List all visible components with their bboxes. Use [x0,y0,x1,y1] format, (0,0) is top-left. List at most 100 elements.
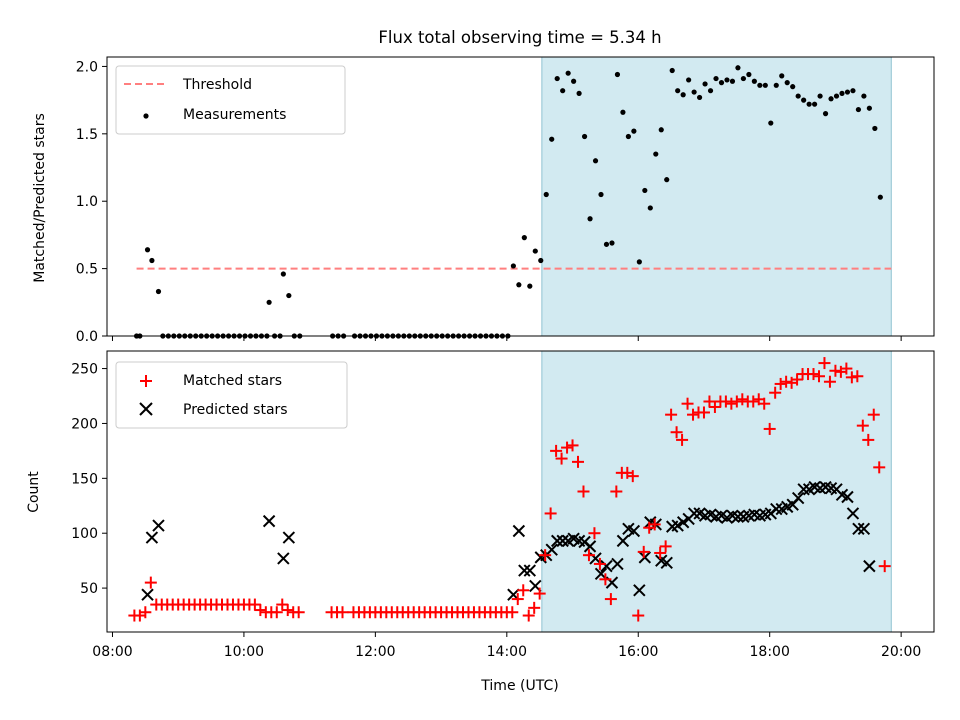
x-axis-label: Time (UTC) [480,678,558,694]
matched-stars-point [517,584,530,597]
matched-stars-point [582,549,595,562]
predicted-stars-point [523,564,537,577]
matched-stars-point [763,422,776,435]
bottom-x-ticks: 08:00 10:00 12:00 14:00 16:00 18:00 20:00 [92,632,921,660]
predicted-stars-point [841,490,854,504]
measurement-point [510,263,516,269]
predicted-stars-point [638,551,652,564]
measurement-point [691,89,697,95]
measurement-point [861,93,867,99]
matched-stars-point [588,527,601,540]
predicted-stars-point [633,584,646,597]
measurement-point [696,94,703,101]
matched-stars-point [862,433,875,446]
x-tick-label: 08:00 [92,644,132,660]
predicted-stars-point [152,519,165,532]
measurement-point [702,81,708,87]
predicted-stars-point [583,540,597,553]
matched-stars-point [544,507,557,520]
predicted-stars-point [556,534,569,548]
measurement-point [844,89,851,95]
bottom-y-tick-label: 100 [71,526,98,542]
measurement-point [790,84,796,90]
measurement-point [822,111,829,117]
predicted-stars-point [671,519,684,532]
bottom-y-axis-label: Count [26,471,42,513]
x-tick-label: 12:00 [355,644,395,660]
matched-stars-point [851,370,864,383]
matched-stars-point [610,485,623,498]
measurement-point [642,187,648,194]
matched-stars-point [681,397,694,410]
measurement-point [549,136,555,142]
measurement-point [664,177,670,183]
matched-stars-point [648,518,661,531]
matched-stars-point [812,370,825,383]
measurement-point [144,247,151,253]
matched-stars-point [774,377,787,390]
measurement-point [614,71,621,78]
measurement-point [833,93,840,99]
measurement-point [817,93,823,99]
measurement-point [565,70,571,76]
matched-stars-point [807,368,820,381]
matched-stars-point [654,546,667,559]
bottom-y-tick-label: 150 [71,471,98,487]
top-legend: Threshold Measurements [115,65,346,135]
predicted-stars-point [277,552,290,565]
matched-stars-point [626,470,639,483]
matched-stars-point [336,606,349,619]
matched-stars-point [659,540,672,553]
measurement-point [521,235,527,241]
matched-stars-point [845,371,858,384]
measurement-point [647,205,653,211]
predicted-legend-swatch [139,402,153,416]
predicted-stars-point [857,522,871,536]
matched-stars-point [632,609,645,622]
matched-stars-point [703,395,716,408]
matched-stars-point [248,598,261,611]
x-tick-label: 20:00 [881,644,921,660]
top-axes-frame [106,56,935,337]
measurement-point [784,80,790,86]
predicted-stars-point [846,507,860,520]
predicted-stars-point [545,543,558,556]
bottom-y-tick-label: 200 [71,416,98,432]
bottom-y-tick-label: 50 [80,581,98,597]
matched-stars-point [511,593,524,606]
matched-stars-point [708,400,721,413]
matched-stars-point [780,375,793,388]
predicted-stars-point [863,559,876,573]
matched-stars-point [687,408,700,421]
legend-measurements-label: Measurements [183,107,286,123]
measurement-point [675,88,681,94]
predicted-stars-point [518,564,531,577]
measurement-point [757,82,763,88]
measurement-point [592,158,599,164]
matched-stars-point [506,606,519,619]
legend-predicted-label: Predicted stars [183,402,288,418]
measurement-point [609,240,615,246]
matched-stars-point [281,604,294,617]
x-tick-label: 14:00 [487,644,527,660]
measurement-point [680,92,686,98]
x-tick-label: 10:00 [224,644,264,660]
measurement-point [768,120,774,126]
measurement-point [735,65,741,71]
measurement-point [779,73,785,79]
predicted-stars-point [611,557,624,571]
measurement-point [653,151,659,157]
top-axes: 0.00.51.01.52.0 Matched/Predicted stars … [32,56,935,345]
matched-stars-point [533,587,546,600]
matched-stars-point [878,560,891,573]
predicted-stars-point [852,522,865,536]
matched-stars-point [577,485,590,498]
matched-stars-point [599,573,612,586]
figure-title: Flux total observing time = 5.34 h [378,28,661,47]
predicted-stars-point [797,483,810,496]
matched-stars-point [555,452,568,465]
predicted-stars-point [550,534,564,548]
measurement-point [751,78,757,84]
measurement-point [812,101,818,107]
